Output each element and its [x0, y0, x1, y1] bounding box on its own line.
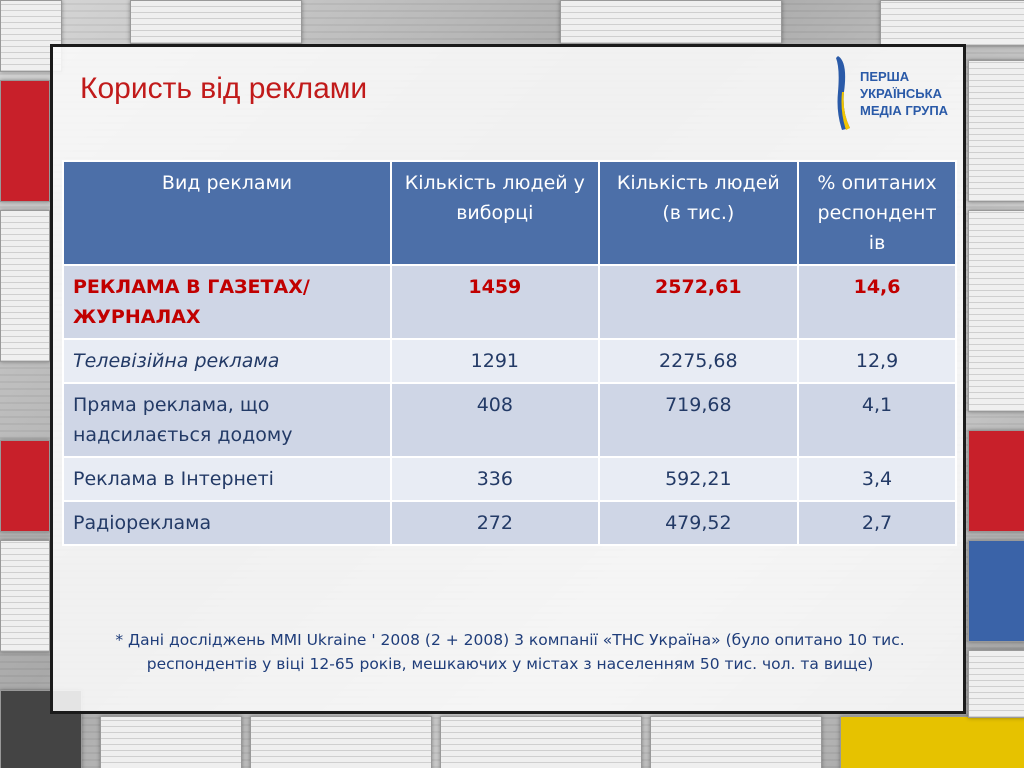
cell-percent: 4,1 — [797, 382, 957, 458]
table-row: Радіореклама 272 479,52 2,7 — [61, 500, 957, 546]
cell-sample: 336 — [390, 456, 600, 502]
cell-ad-type: Телевізійна реклама — [61, 338, 393, 384]
cell-percent: 12,9 — [797, 338, 957, 384]
cell-sample: 408 — [390, 382, 600, 458]
cell-percent: 2,7 — [797, 500, 957, 546]
footnote: * Дані досліджень MMI Ukraine ' 2008 (2 … — [115, 631, 905, 673]
newspaper-scrap — [650, 716, 822, 768]
newspaper-scrap — [0, 80, 50, 202]
header-percent: % опитаних респондент ів — [797, 160, 957, 266]
table-row: Пряма реклама, що надсилається додому 40… — [61, 382, 957, 458]
newspaper-scrap — [560, 0, 782, 44]
newspaper-scrap — [968, 60, 1024, 202]
cell-sample: 1459 — [390, 264, 600, 340]
company-logo: ПЕРША УКРАЇНСЬКА МЕДІА ГРУПА — [834, 52, 962, 136]
cell-percent: 14,6 — [797, 264, 957, 340]
cell-ad-type: Реклама в Інтернеті — [61, 456, 393, 502]
newspaper-scrap — [440, 716, 642, 768]
logo-text: ПЕРША УКРАЇНСЬКА МЕДІА ГРУПА — [860, 68, 948, 119]
newspaper-scrap — [968, 210, 1024, 412]
header-ad-type: Вид реклами — [61, 160, 393, 266]
newspaper-scrap — [880, 0, 1024, 46]
cell-thousands: 2572,61 — [597, 264, 800, 340]
newspaper-scrap — [968, 430, 1024, 532]
logo-line: ПЕРША — [860, 69, 910, 84]
cell-thousands: 479,52 — [597, 500, 800, 546]
cell-ad-type: РЕКЛАМА В ГАЗЕТАХ/ЖУРНАЛАХ — [61, 264, 393, 340]
cell-thousands: 2275,68 — [597, 338, 800, 384]
newspaper-scrap — [250, 716, 432, 768]
table-row: Телевізійна реклама 1291 2275,68 12,9 — [61, 338, 957, 384]
cell-sample: 1291 — [390, 338, 600, 384]
header-thousands: Кількість людей (в тис.) — [597, 160, 800, 266]
logo-line: УКРАЇНСЬКА — [860, 86, 942, 101]
table-row: Реклама в Інтернеті 336 592,21 3,4 — [61, 456, 957, 502]
newspaper-scrap — [968, 540, 1024, 642]
cell-ad-type: Радіореклама — [61, 500, 393, 546]
cell-sample: 272 — [390, 500, 600, 546]
cell-ad-type: Пряма реклама, що надсилається додому — [61, 382, 393, 458]
newspaper-scrap — [100, 716, 242, 768]
table-header-row: Вид реклами Кількість людей у виборці Кі… — [61, 160, 957, 266]
newspaper-scrap — [0, 210, 50, 362]
newspaper-scrap — [130, 0, 302, 44]
logo-line: МЕДІА ГРУПА — [860, 103, 949, 118]
logo-flag-icon — [836, 56, 850, 130]
advertising-table: Вид реклами Кількість людей у виборці Кі… — [61, 160, 957, 546]
cell-thousands: 719,68 — [597, 382, 800, 458]
cell-thousands: 592,21 — [597, 456, 800, 502]
newspaper-scrap — [840, 716, 1024, 768]
newspaper-scrap — [968, 650, 1024, 718]
header-sample-count: Кількість людей у виборці — [390, 160, 600, 266]
newspaper-scrap — [0, 540, 50, 652]
table-row: РЕКЛАМА В ГАЗЕТАХ/ЖУРНАЛАХ 1459 2572,61 … — [61, 264, 957, 340]
newspaper-scrap — [0, 440, 50, 532]
slide-title: Користь від реклами — [80, 72, 368, 105]
cell-percent: 3,4 — [797, 456, 957, 502]
